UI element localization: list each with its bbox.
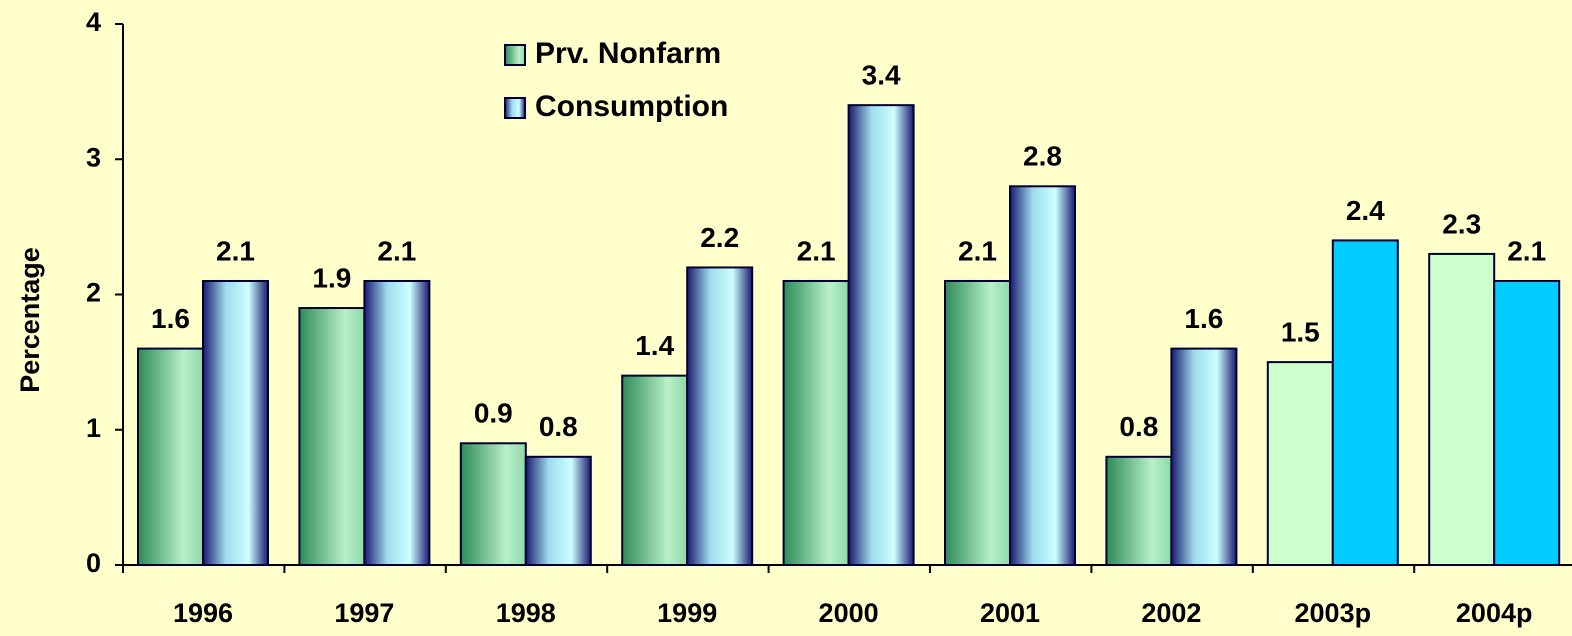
bar <box>459 442 527 566</box>
value-label: 1.5 <box>1281 317 1320 348</box>
bar <box>137 347 204 566</box>
x-tick-label: 2001 <box>980 598 1040 628</box>
x-tick-label: 1999 <box>657 598 717 628</box>
y-tick-label: 0 <box>86 548 101 578</box>
bar <box>1493 279 1561 566</box>
x-tick-label: 1996 <box>173 598 233 628</box>
x-tick-label: 2004p <box>1456 598 1533 628</box>
legend-label: Consumption <box>535 90 728 123</box>
x-tick-label: 2003p <box>1295 598 1372 628</box>
bar <box>202 279 269 566</box>
bar <box>1170 347 1238 566</box>
value-label: 1.9 <box>312 262 351 293</box>
value-label: 0.8 <box>539 411 578 442</box>
legend-swatch <box>504 97 526 119</box>
value-label: 2.8 <box>1023 141 1062 172</box>
bar <box>1105 455 1173 566</box>
bar <box>1266 361 1334 566</box>
y-tick-label: 3 <box>86 142 101 172</box>
value-label: 0.9 <box>474 398 513 429</box>
x-tick-label: 1997 <box>334 598 394 628</box>
y-tick-label: 4 <box>86 7 101 37</box>
value-label: 1.6 <box>1184 303 1223 334</box>
bar <box>1428 252 1496 567</box>
value-label: 3.4 <box>862 60 901 91</box>
value-label: 2.1 <box>216 235 255 266</box>
value-label: 2.1 <box>958 235 997 266</box>
y-axis-label: Percentage <box>15 247 45 393</box>
bar <box>621 374 689 566</box>
y-tick-label: 1 <box>86 413 101 443</box>
value-label: 0.8 <box>1119 411 1158 442</box>
value-label: 1.6 <box>151 303 190 334</box>
legend-label: Prv. Nonfarm <box>535 37 721 70</box>
value-label: 2.1 <box>377 235 416 266</box>
bar <box>686 266 754 566</box>
value-label: 2.4 <box>1346 195 1385 226</box>
bar <box>1331 239 1399 566</box>
bar <box>524 455 592 566</box>
bar <box>1009 185 1076 567</box>
x-tick-label: 2000 <box>819 598 879 628</box>
value-label: 2.2 <box>700 222 739 253</box>
x-tick-label: 2002 <box>1141 598 1201 628</box>
bar <box>847 104 915 567</box>
x-tick-label: 1998 <box>496 598 556 628</box>
y-tick-label: 2 <box>86 278 101 308</box>
value-label: 2.1 <box>797 235 836 266</box>
value-label: 1.4 <box>635 330 674 361</box>
bar <box>944 279 1011 566</box>
bar <box>298 307 366 566</box>
value-label: 2.1 <box>1507 235 1546 266</box>
bar <box>363 279 431 566</box>
legend-swatch <box>504 44 526 66</box>
bar <box>782 279 850 566</box>
value-label: 2.3 <box>1442 208 1481 239</box>
